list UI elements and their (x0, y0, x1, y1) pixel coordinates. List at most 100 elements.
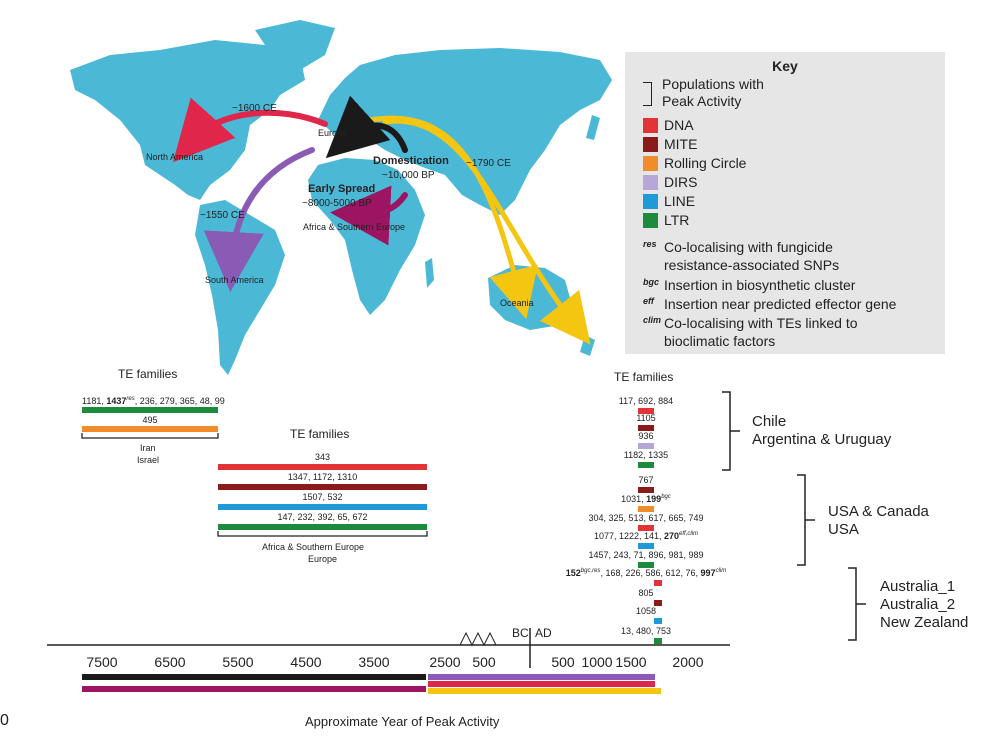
middle-group-heading: TE families (290, 427, 350, 441)
legend-note-clim: Co-localising with TEs linked to bioclima… (664, 314, 858, 350)
legend-title: Key (772, 58, 798, 74)
legend-swatch-line (643, 194, 658, 209)
left-te-families-1: 495 (82, 415, 218, 425)
middle-te-families-3: 147, 232, 392, 65, 672 (277, 512, 368, 522)
axis-break (459, 631, 497, 647)
axis-tick-bc-4500: 4500 (290, 654, 322, 670)
right-te-families-2: 936 (540, 431, 752, 441)
legend-note-line1: Insertion near predicted effector gene (664, 296, 897, 312)
legend-note-line2: bioclimatic factors (664, 333, 776, 349)
legend-swatch-dna (643, 118, 658, 133)
greenland-landmass (255, 20, 335, 70)
legend-note-line2: resistance-associated SNPs (664, 257, 840, 273)
te-label-pre: 1077, 1222, 141, (593, 531, 664, 541)
timeline-bar-north-america (428, 681, 655, 687)
right-te-families-3: 1182, 1335 (540, 450, 752, 460)
region-chile: Chile (752, 413, 787, 430)
right-te-bar-0 (638, 408, 654, 414)
right-te-bar-5 (638, 506, 654, 512)
axis-tick-bc-3500: 3500 (358, 654, 390, 670)
te-label-pre: 304, 325, 513, 617, 665, 749 (588, 513, 704, 523)
axis-tick-bc-7500: 7500 (86, 654, 118, 670)
right-te-families-7: 1077, 1222, 141, 270eff,clim (540, 531, 752, 541)
route-early-spread (330, 185, 408, 246)
label-north-america: North America (146, 152, 204, 162)
middle-pop-2: Europe (308, 554, 338, 564)
te-label-pre: 1058 (635, 606, 657, 616)
timeline-bar-oceania (428, 688, 661, 694)
axis-ad-label: AD (535, 626, 552, 640)
label-africa: Africa & Southern Europe (303, 222, 406, 232)
europe-asia-landmass (318, 48, 612, 215)
legend-note-line1: Insertion in biosynthetic cluster (664, 277, 856, 293)
right-te-families-9: 152bgc,res, 168, 226, 586, 612, 76, 997c… (540, 568, 752, 578)
axis-title: Approximate Year of Peak Activity (305, 714, 500, 729)
legend-note-sup-eff: eff (643, 296, 654, 306)
legend-swatch-dirs (643, 175, 658, 190)
label-early-spread: Early Spread (308, 183, 376, 195)
label-early-spread-date: ~8000-5000 BP (302, 198, 372, 209)
right-te-families-10: 805 (540, 588, 752, 598)
middle-te-families-1: 1347, 1172, 1310 (287, 472, 358, 482)
right-te-bar-8 (638, 562, 654, 568)
legend-note-sup-clim: clim (643, 315, 662, 325)
axis-tick-bc-6500: 6500 (154, 654, 186, 670)
te-label-post: , 236, 279, 365, 48, 99 (134, 396, 225, 406)
legend-label-mite: MITE (664, 136, 698, 152)
label-1790ce: ~1790 CE (466, 158, 511, 169)
region-australia-1: Australia_1 (880, 578, 956, 595)
te-label-sup2: clim (715, 568, 727, 574)
legend-label-ltr: LTR (664, 212, 690, 228)
route-domestication (325, 95, 408, 159)
middle-te-families-2: 1507, 532 (302, 492, 343, 502)
te-label-pre: 936 (638, 431, 654, 441)
right-te-bar-7 (638, 543, 654, 549)
region-argentina-uruguay: Argentina & Uruguay (752, 431, 892, 448)
label-1600ce: ~1600 CE (232, 103, 277, 114)
axis-tick-ad-500: 500 (551, 654, 575, 670)
timeline-bar-domestication (82, 674, 426, 680)
right-te-families-12: 13, 480, 753 (540, 626, 752, 636)
te-label-bold2: 997 (700, 568, 716, 578)
right-group-heading: TE families (614, 370, 674, 384)
right-te-bar-9 (654, 580, 662, 586)
right-te-bar-6 (638, 525, 654, 531)
te-label-post: , 168, 226, 586, 612, 76, (600, 568, 701, 578)
timeline-axis (47, 628, 730, 668)
new-zealand-landmass (580, 335, 595, 356)
right-te-families-6: 304, 325, 513, 617, 665, 749 (540, 513, 752, 523)
legend-note-sup-res: res (643, 239, 657, 249)
te-label-pre: 13, 480, 753 (620, 626, 672, 636)
middle-te-families-0: 343 (314, 452, 331, 462)
legend-note-line1: Co-localising with TEs linked to (664, 315, 858, 331)
legend-label-dirs: DIRS (664, 174, 698, 190)
legend-populations-line1: Populations with (662, 76, 764, 92)
route-south-america (203, 147, 315, 292)
right-te-families-11: 1058 (540, 606, 752, 616)
axis-tick-ad-1500: 1500 (615, 654, 647, 670)
right-te-bar-4 (638, 487, 654, 493)
te-label-pre: 1181, (82, 396, 107, 406)
region-australia-2: Australia_2 (880, 596, 956, 613)
label-domestication: Domestication (373, 155, 449, 167)
label-south-america: South America (205, 275, 264, 285)
right-te-bar-2 (638, 443, 654, 449)
corner-character: 0 (0, 712, 9, 729)
te-label-pre: 1457, 243, 71, 896, 981, 989 (588, 550, 704, 560)
right-te-families-5: 1031, 199bgc (540, 494, 752, 504)
legend-note-res: Co-localising with fungicide resistance-a… (664, 238, 839, 274)
legend-note-eff: Insertion near predicted effector gene (664, 295, 896, 313)
middle-te-bar-2 (218, 504, 427, 510)
te-label-pre: 1105 (636, 413, 656, 423)
te-label-pre: 1182, 1335 (623, 450, 669, 460)
legend-note-line1: Co-localising with fungicide (664, 239, 833, 255)
left-te-bar-1 (82, 426, 218, 432)
axis-tick-ad-2000: 2000 (672, 654, 704, 670)
legend-label-line: LINE (664, 193, 696, 209)
te-label-sup: bgc,res (580, 568, 601, 574)
legend-label-rolling-circle: Rolling Circle (664, 155, 747, 171)
japan-landmass (586, 115, 600, 140)
label-1550ce: ~1550 CE (200, 210, 245, 221)
